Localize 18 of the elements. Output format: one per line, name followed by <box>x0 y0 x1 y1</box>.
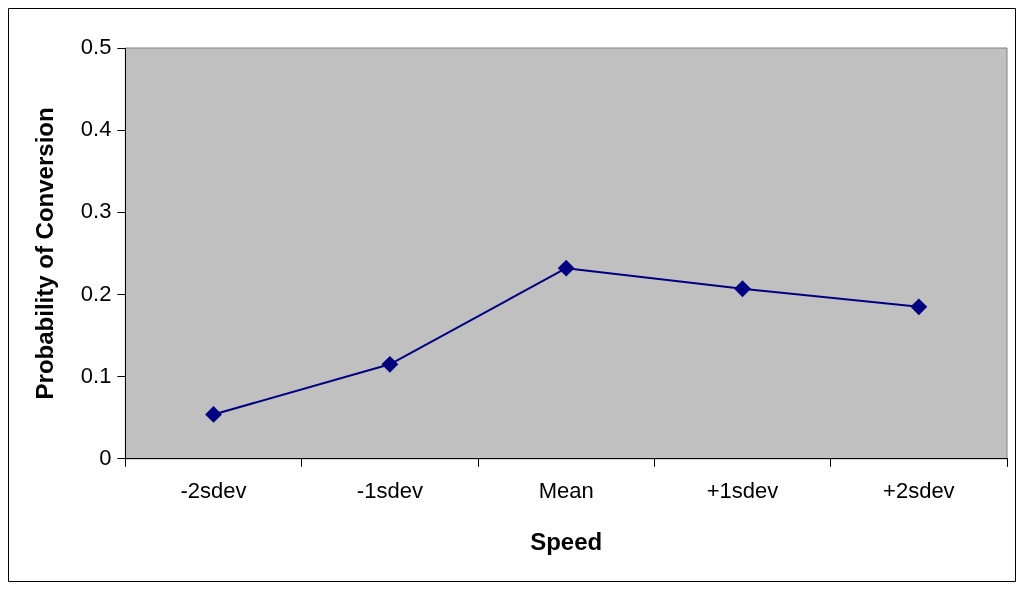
x-tick-label: -1sdev <box>356 478 423 504</box>
point <box>734 280 751 297</box>
y-tick-label: 0.3 <box>80 198 112 224</box>
y-axis-title: Probability of Conversion <box>31 107 59 400</box>
x-tick-label: +2sdev <box>883 478 955 504</box>
y-tick-label: 0.2 <box>80 280 112 306</box>
y-tick-label: 0.4 <box>80 116 112 142</box>
x-tick-label: Mean <box>538 478 594 504</box>
point <box>910 298 927 315</box>
point <box>558 260 575 277</box>
x-tick-label: -2sdev <box>180 478 247 504</box>
point <box>381 356 398 373</box>
x-tick-label: +1sdev <box>706 478 779 504</box>
point <box>205 406 222 423</box>
x-axis-title: Speed <box>530 528 603 556</box>
y-tick-label: 0.1 <box>80 362 112 388</box>
y-tick-label: 0 <box>99 444 112 470</box>
y-tick-label: 0.5 <box>80 34 112 60</box>
